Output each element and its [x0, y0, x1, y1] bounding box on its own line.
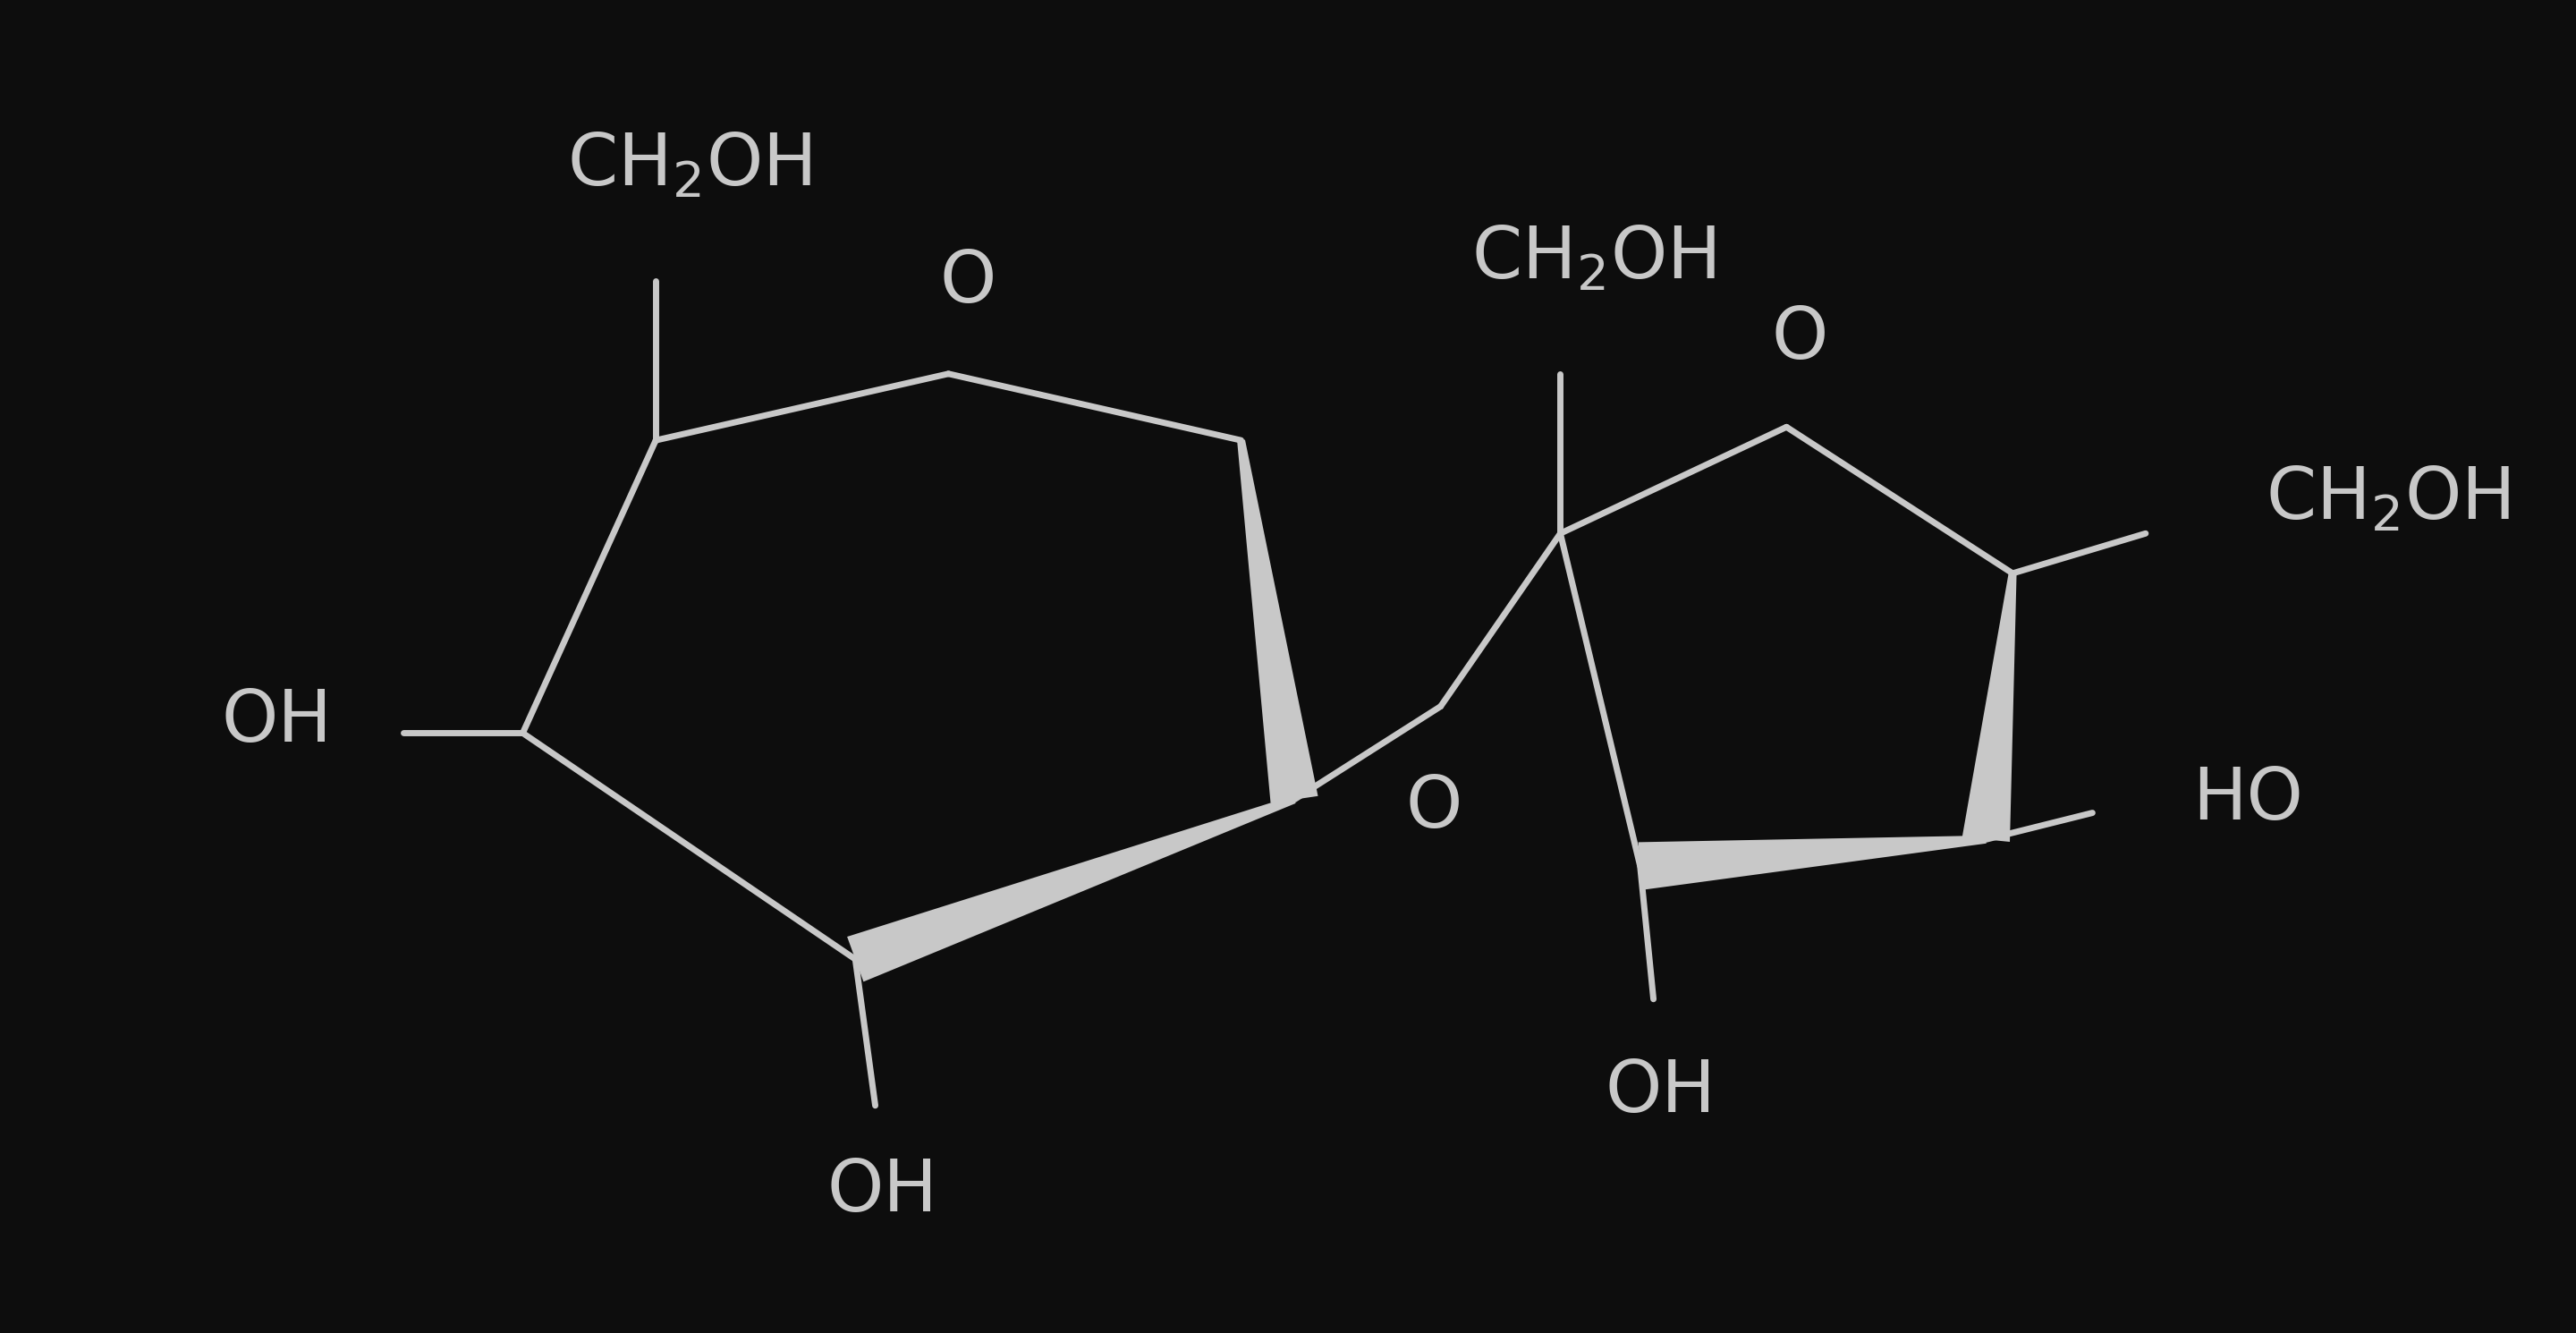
Text: O: O [1406, 773, 1463, 842]
Text: O: O [1772, 304, 1829, 373]
Polygon shape [848, 796, 1296, 981]
Text: O: O [940, 248, 997, 317]
Text: HO: HO [2192, 765, 2303, 834]
Polygon shape [1638, 836, 1986, 890]
Text: OH: OH [1605, 1057, 1716, 1128]
Text: $\mathregular{CH_2OH}$: $\mathregular{CH_2OH}$ [567, 131, 811, 201]
Text: $\mathregular{CH_2OH}$: $\mathregular{CH_2OH}$ [1471, 224, 1716, 295]
Polygon shape [1236, 440, 1319, 802]
Text: $\mathregular{CH_2OH}$: $\mathregular{CH_2OH}$ [2264, 465, 2509, 535]
Polygon shape [1963, 573, 2017, 842]
Text: OH: OH [827, 1157, 938, 1226]
Text: OH: OH [222, 688, 332, 757]
